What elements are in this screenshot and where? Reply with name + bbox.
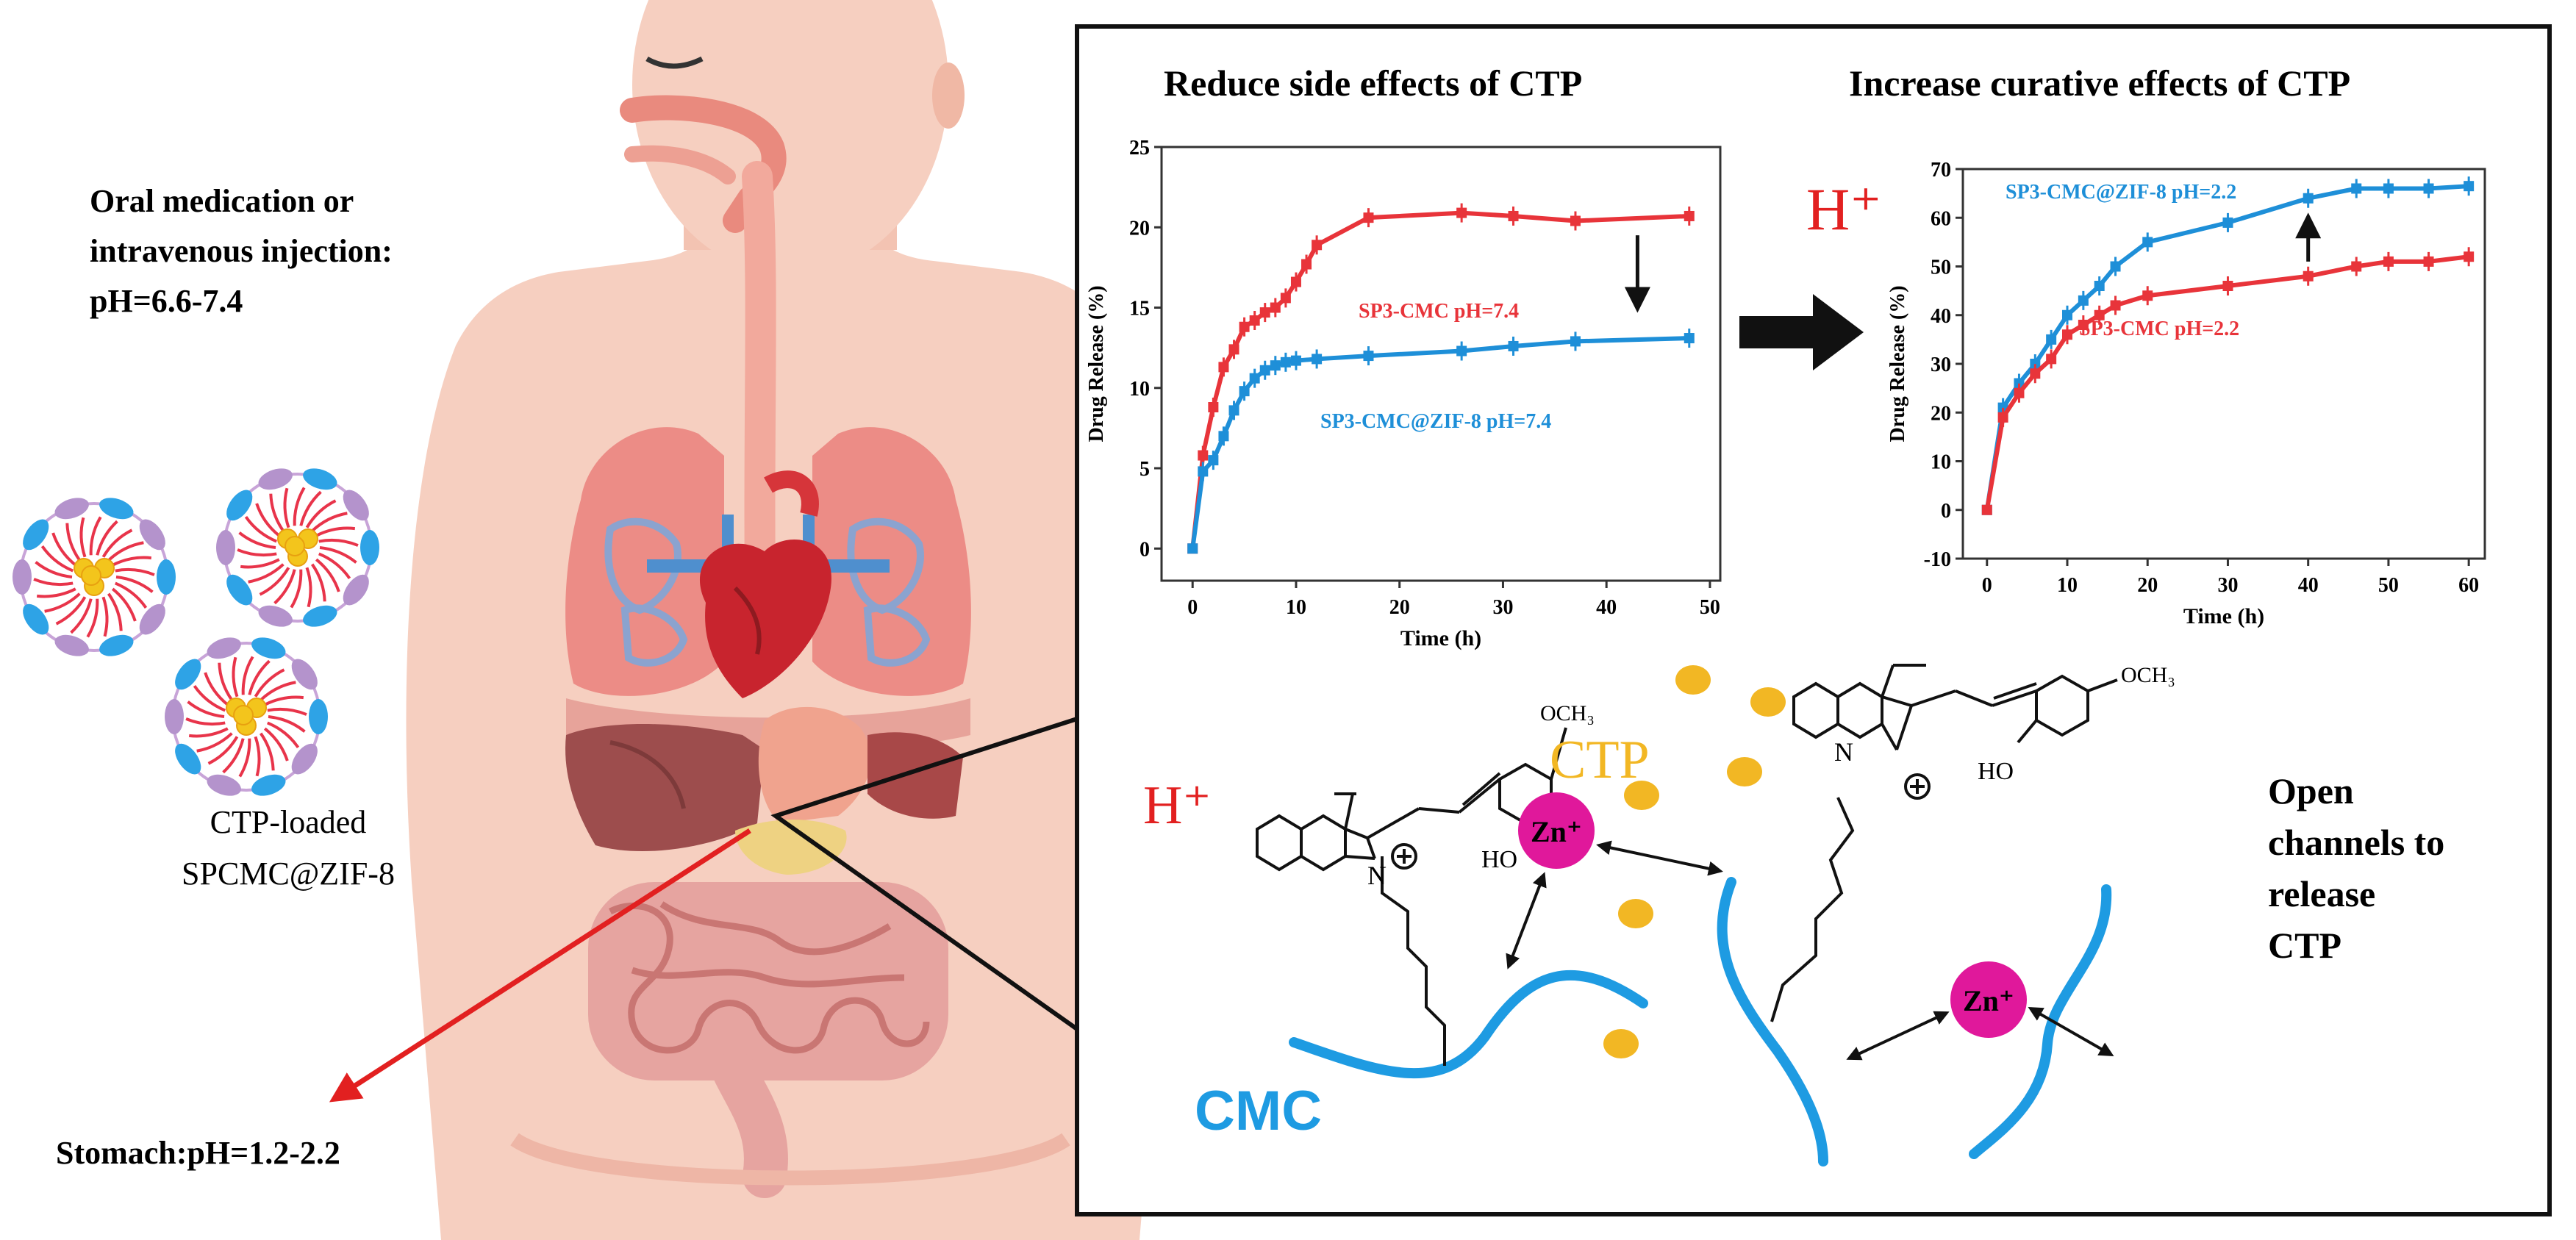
title-reduce: Reduce side effects of CTP <box>1164 62 1582 104</box>
chart2-ylabel: Drug Release (%) <box>1886 285 1909 442</box>
chart2-xtick-label-6: 60 <box>2458 574 2479 597</box>
chart1-ylabel: Drug Release (%) <box>1085 285 1108 442</box>
chart-release-ph74: 0 10 20 30 40 50 0 5 10 15 20 25 Time (h) Drug Releas… <box>1085 137 1722 651</box>
alkyl-chain-2 <box>1770 797 1855 1022</box>
open-line-2: channels to <box>2268 822 2444 863</box>
chart2-xtick-label-0: 0 <box>1982 574 1992 597</box>
coord-arrow-1 <box>1596 840 1723 876</box>
chart1-ytick-label-1: 5 <box>1139 458 1150 481</box>
title-increase: Increase curative effects of CTP <box>1849 62 2350 104</box>
ho-label-2: HO <box>1978 758 2014 785</box>
merocyanine-molecule-2 <box>1792 664 2118 750</box>
stomach-pointer-arrow <box>329 828 751 1103</box>
chart2-series-0-legend: SP3-CMC@ZIF-8 pH=2.2 <box>2006 181 2236 204</box>
chart2-xtick-label-2: 20 <box>2137 574 2158 597</box>
zn-ion-1 <box>1518 792 1595 869</box>
big-right-arrow <box>1739 294 1864 370</box>
alkyl-chain-1 <box>1381 856 1446 1066</box>
chart1-xtick-label-0: 0 <box>1187 596 1198 619</box>
positive-charge-1 <box>1391 843 1417 870</box>
ctp-label: CTP <box>1550 730 1650 790</box>
chart1-xtick-label-5: 50 <box>1700 596 1720 619</box>
cmc-label: CMC <box>1195 1080 1322 1142</box>
coord-arrow-2 <box>1506 872 1547 970</box>
cmc-chain-2 <box>1717 877 1828 1166</box>
chart2-ytick-label-2: 10 <box>1931 451 1951 474</box>
oral-medication-text: Oral medication or intravenous injection… <box>90 183 393 319</box>
chart2-xlabel: Time (h) <box>2183 604 2264 628</box>
ho-label-1: HO <box>1481 846 1517 873</box>
chart1-xlabel: Time (h) <box>1400 626 1481 651</box>
zn-ion-2 <box>1950 961 2027 1038</box>
cmc-chain-1 <box>1289 970 1648 1079</box>
chart2-xtick-label-3: 30 <box>2217 574 2238 597</box>
loaded-label: CTP-loaded SPCMC@ZIF-8 <box>182 804 395 892</box>
och3-label-2: OCH₃ <box>2121 663 2175 687</box>
n-label-1: N <box>1367 861 1387 890</box>
open-line-1: Open <box>2268 770 2354 811</box>
zn-label-2: Zn⁺ <box>1963 984 2014 1017</box>
chart1-frame <box>1160 146 1722 582</box>
chart2-ytick-label-8: 70 <box>1931 159 1951 182</box>
chart2-xtick-label-4: 40 <box>2298 574 2319 597</box>
zn-label-1: Zn⁺ <box>1531 815 1582 848</box>
chart1-xtick-label-3: 30 <box>1492 596 1513 619</box>
nanoparticle-group <box>12 468 379 796</box>
oral-line-1: Oral medication or <box>90 183 354 219</box>
human-body-illustration <box>406 0 1175 1240</box>
hplus-low-label: H⁺ <box>1143 775 1212 836</box>
nanoparticle-2 <box>216 468 379 627</box>
oral-line-3: pH=6.6-7.4 <box>90 283 243 319</box>
chart1-series-0-legend: SP3-CMC pH=7.4 <box>1359 300 1519 323</box>
ctp-dots <box>1603 665 1786 1058</box>
chart2-xtick-label-5: 50 <box>2378 574 2399 597</box>
chart1-series-1-point-0 <box>1187 543 1198 554</box>
chart2-ytick-label-3: 20 <box>1931 402 1951 425</box>
chart1-series-1-legend: SP3-CMC@ZIF-8 pH=7.4 <box>1320 410 1551 433</box>
molecular-schematic: OCH₃ HO N OCH₃ HO N Z <box>1143 663 2444 1166</box>
merocyanine-molecule-1 <box>1256 727 1567 872</box>
chart1-ytick-label-4: 20 <box>1129 217 1150 240</box>
och3-label-1: OCH₃ <box>1540 701 1595 725</box>
loaded-line-2: SPCMC@ZIF-8 <box>182 856 395 892</box>
chart1-ytick-label-0: 0 <box>1139 538 1150 561</box>
chart2-series-1-line <box>1984 254 2469 511</box>
loaded-line-1: CTP-loaded <box>210 804 367 840</box>
open-line-4: CTP <box>2268 925 2341 966</box>
oral-line-2: intravenous injection: <box>90 233 393 269</box>
hplus-mid-label: H⁺ <box>1806 176 1882 243</box>
chart1-ytick-label-2: 10 <box>1129 378 1150 401</box>
chart2-xtick-label-1: 10 <box>2057 574 2078 597</box>
nanoparticle-3 <box>165 637 328 796</box>
chart2-ytick-label-0: -10 <box>1924 548 1951 571</box>
chart2-series-1-point-0 <box>1981 504 1992 515</box>
positive-charge-2 <box>1904 773 1931 800</box>
open-line-3: release <box>2268 873 2375 914</box>
coord-arrow-3 <box>1846 1011 1950 1061</box>
n-label-2: N <box>1834 737 1853 767</box>
chart2-ytick-label-4: 30 <box>1931 354 1951 376</box>
zoom-lines <box>770 717 1078 1031</box>
chart1-ytick-label-5: 25 <box>1129 137 1150 160</box>
chart1-series-0-line <box>1190 210 1689 549</box>
chart1-ytick-label-3: 15 <box>1129 298 1150 320</box>
chart1-xtick-label-4: 40 <box>1596 596 1617 619</box>
chart1-xtick-label-1: 10 <box>1286 596 1306 619</box>
chart2-ytick-label-5: 40 <box>1931 305 1951 328</box>
nanoparticle-1 <box>12 498 176 656</box>
chart1-xtick-label-2: 20 <box>1389 596 1410 619</box>
stomach-label: Stomach:pH=1.2-2.2 <box>56 1135 340 1171</box>
chart2-ytick-label-7: 60 <box>1931 207 1951 230</box>
chart2-ytick-label-6: 50 <box>1931 257 1951 279</box>
chart2-ytick-label-1: 0 <box>1941 500 1951 523</box>
chart-release-ph22: 0 10 20 30 40 50 60 -10 0 10 20 30 40 50 60 70 Time (h) D… <box>1886 159 2486 628</box>
chart2-series-0-line <box>1984 184 2469 511</box>
coord-arrow-4 <box>2028 1007 2114 1056</box>
chart2-series-1-legend: SP3-CMC pH=2.2 <box>2079 318 2239 340</box>
